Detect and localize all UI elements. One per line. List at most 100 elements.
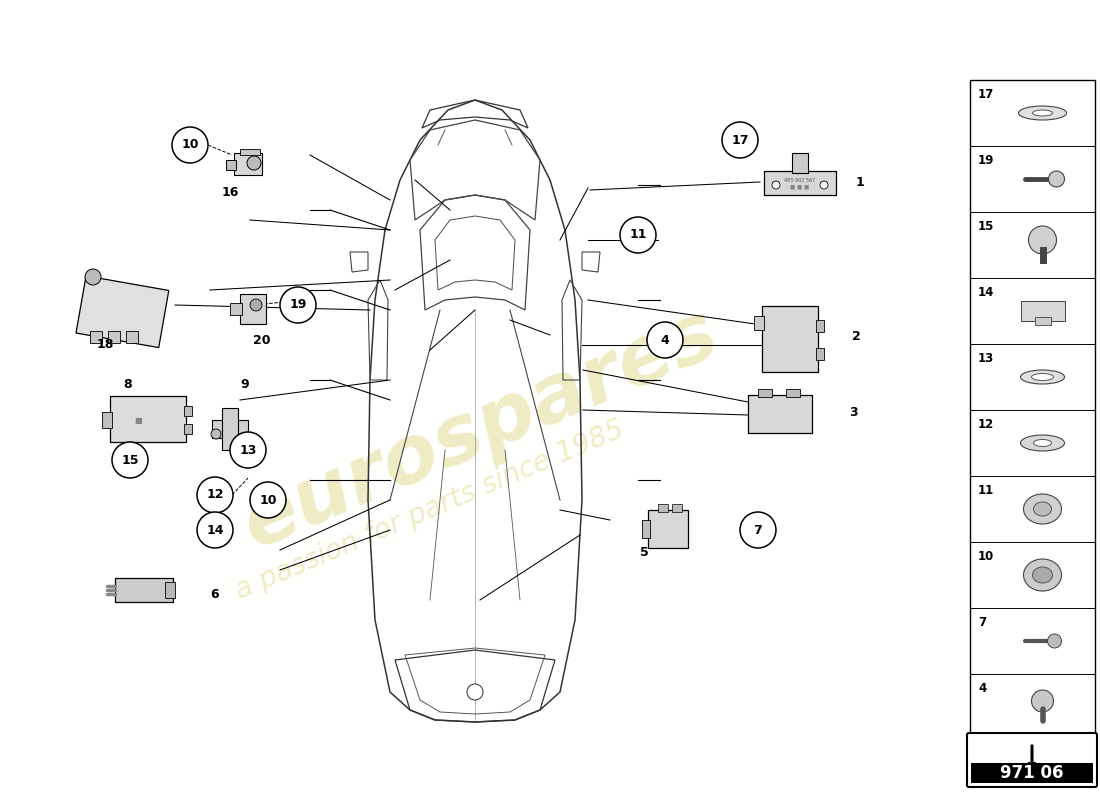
Bar [762,306,818,372]
Ellipse shape [1032,374,1054,381]
Bar [816,320,824,332]
Circle shape [620,217,656,253]
Text: 7: 7 [754,523,762,537]
Ellipse shape [1028,226,1056,254]
Circle shape [248,156,261,170]
Text: 18: 18 [97,338,113,351]
Text: 4: 4 [661,334,670,346]
Text: 4R5 902 567: 4R5 902 567 [784,178,815,182]
Bar [970,80,1094,740]
Ellipse shape [1032,690,1054,712]
Circle shape [172,127,208,163]
Text: 14: 14 [207,523,223,537]
Text: ■: ■ [134,415,142,425]
Text: 10: 10 [978,550,994,563]
Bar [234,153,262,175]
FancyBboxPatch shape [971,763,1093,783]
Text: 15: 15 [978,220,994,233]
Text: a passion for parts since 1985: a passion for parts since 1985 [231,415,628,605]
Circle shape [280,287,316,323]
Ellipse shape [1033,567,1053,583]
Bar [110,396,186,442]
Bar [1034,317,1050,325]
Bar [658,504,668,512]
Text: 4: 4 [978,682,987,695]
Bar [165,582,175,598]
Text: 7: 7 [978,616,986,629]
Bar [126,331,138,343]
Circle shape [85,269,101,285]
Circle shape [468,684,483,700]
Bar [230,303,242,315]
Text: 14: 14 [978,286,994,299]
Ellipse shape [1023,559,1062,591]
Bar [76,276,168,347]
Ellipse shape [1047,634,1062,648]
Circle shape [820,181,828,189]
Text: 19: 19 [289,298,307,311]
Bar [240,294,266,324]
Bar [116,578,173,602]
FancyBboxPatch shape [967,733,1097,787]
Circle shape [250,299,262,311]
Circle shape [250,482,286,518]
Bar [108,331,120,343]
Text: 10: 10 [182,138,199,151]
Ellipse shape [1048,171,1065,187]
Ellipse shape [1021,435,1065,451]
Text: ■ ■ ■: ■ ■ ■ [791,185,810,190]
Bar [758,389,772,397]
Bar [754,316,764,330]
Bar [222,408,238,450]
Circle shape [112,442,148,478]
Ellipse shape [1034,502,1052,516]
Bar [792,153,808,173]
Bar [226,160,236,170]
Text: 13: 13 [240,443,256,457]
Text: 11: 11 [629,229,647,242]
Circle shape [722,122,758,158]
Ellipse shape [1034,439,1052,446]
Circle shape [772,181,780,189]
Text: 5: 5 [640,546,649,558]
Text: 11: 11 [978,484,994,497]
Circle shape [197,512,233,548]
Bar [184,424,192,434]
Bar [1021,301,1065,321]
Bar [642,520,650,538]
Ellipse shape [1019,106,1067,120]
Text: 10: 10 [260,494,277,506]
Text: 12: 12 [207,489,223,502]
Ellipse shape [1021,370,1065,384]
Circle shape [211,429,221,439]
Ellipse shape [1033,110,1053,116]
Text: 19: 19 [978,154,994,167]
Bar [212,420,248,438]
Ellipse shape [1023,494,1062,524]
Bar [816,348,824,360]
Text: 8: 8 [123,378,132,391]
Bar [90,331,102,343]
Circle shape [197,477,233,513]
Text: 16: 16 [221,186,239,199]
Text: 17: 17 [732,134,749,146]
Bar [102,412,112,428]
Bar [184,406,192,416]
Text: eurospares: eurospares [231,294,729,566]
Text: 12: 12 [978,418,994,431]
Text: 971 06: 971 06 [1000,764,1064,782]
Text: 9: 9 [241,378,250,391]
Text: 17: 17 [978,88,994,101]
Bar [648,510,688,548]
Text: 3: 3 [849,406,858,418]
Text: 13: 13 [978,352,994,365]
Bar [786,389,800,397]
Text: 15: 15 [121,454,139,466]
Bar [748,395,812,433]
Circle shape [230,432,266,468]
Circle shape [647,322,683,358]
Bar [240,149,260,155]
Bar [672,504,682,512]
Text: 1: 1 [856,177,865,190]
Text: 6: 6 [211,589,219,602]
